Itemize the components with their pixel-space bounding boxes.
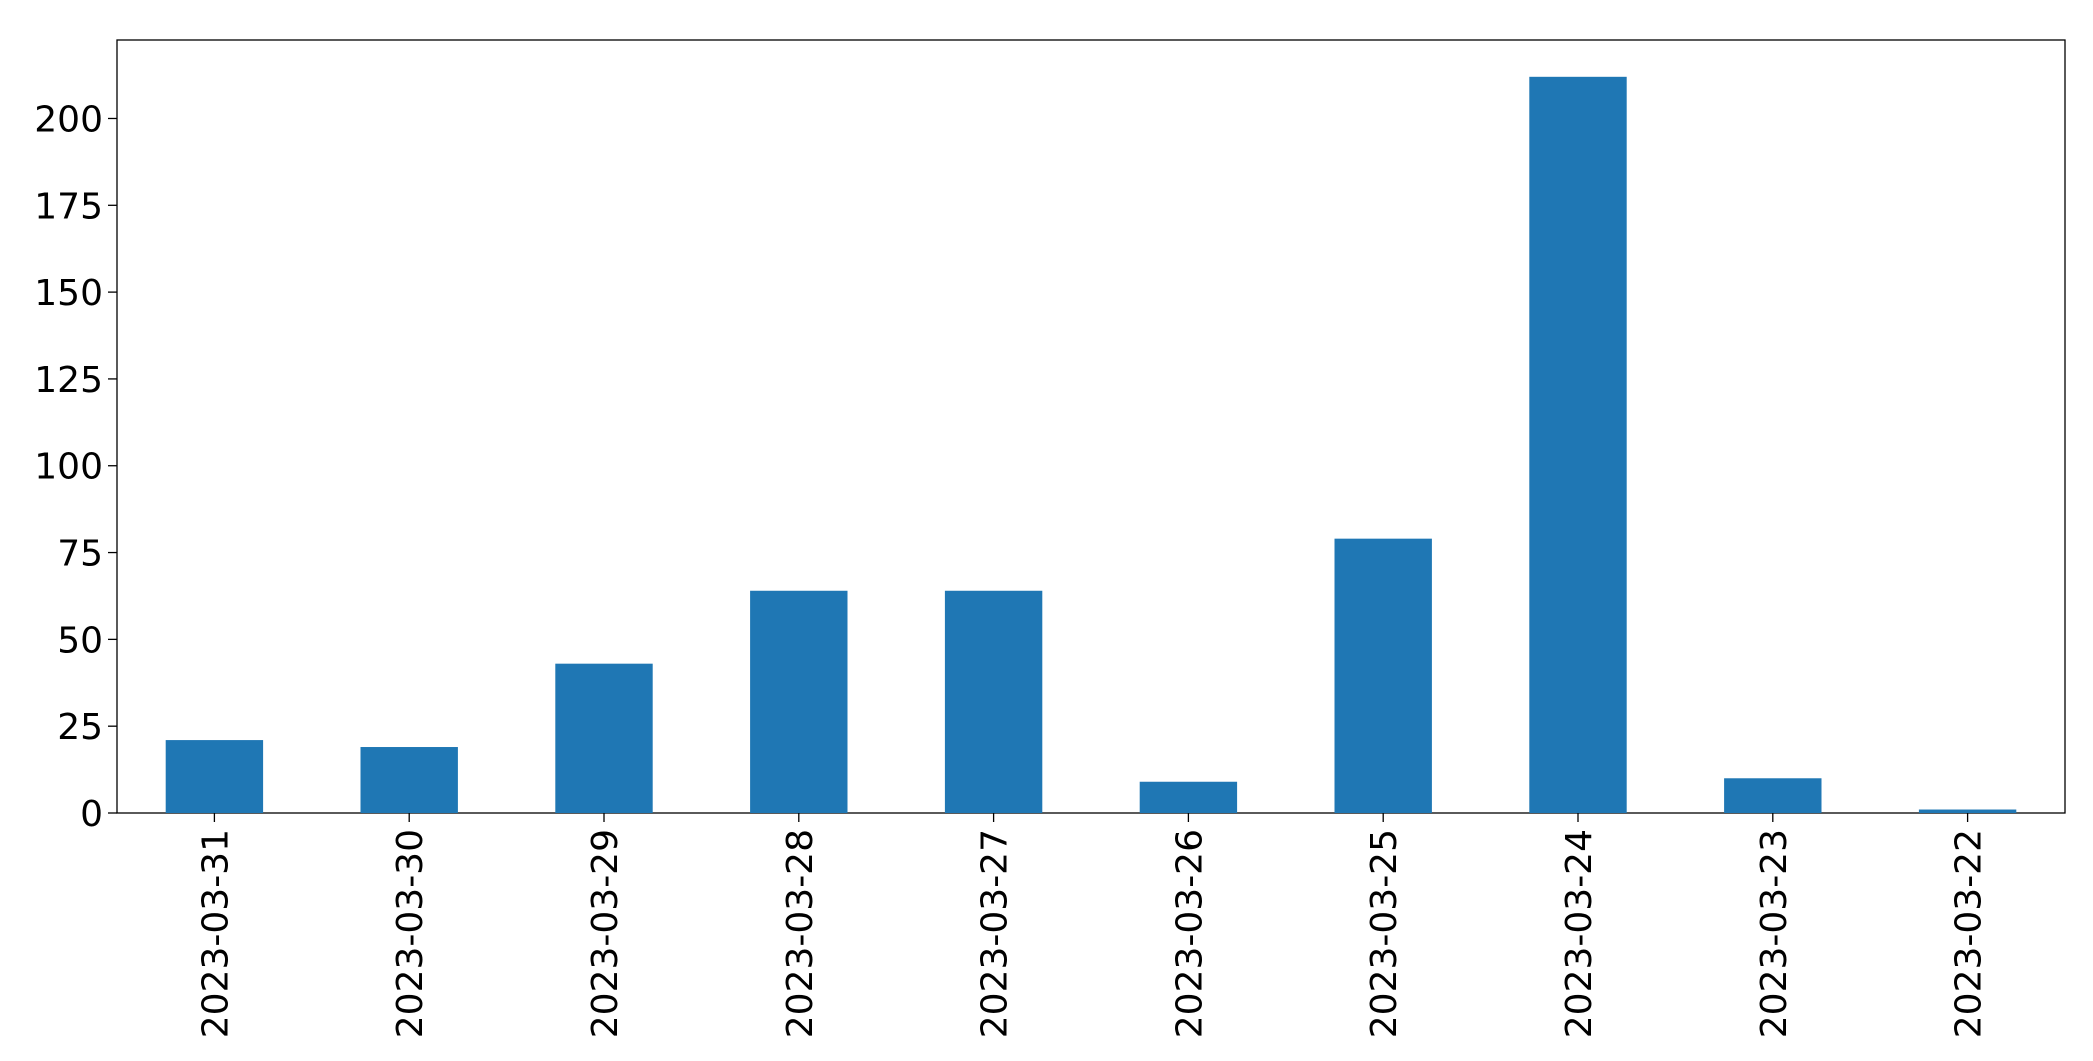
bar [750, 590, 848, 813]
axes-frame [116, 39, 2066, 814]
y-tick-label: 200 [34, 99, 103, 140]
x-tick-label: 2023-03-30 [390, 829, 431, 1038]
bar [1724, 778, 1822, 813]
bar [165, 740, 264, 813]
bar [360, 747, 458, 813]
x-tick-label: 2023-03-29 [585, 829, 626, 1038]
y-tick-label: 75 [57, 534, 103, 575]
y-tick-label: 0 [80, 794, 103, 835]
x-tick-label: 2023-03-24 [1559, 829, 1600, 1038]
bar [944, 590, 1043, 813]
y-tick-label: 150 [34, 273, 103, 314]
x-tick-label: 2023-03-31 [195, 829, 236, 1038]
bar [1529, 76, 1627, 814]
x-tick-label: 2023-03-22 [1949, 829, 1990, 1038]
y-tick-label: 25 [57, 707, 103, 748]
y-tick-label: 125 [34, 360, 103, 401]
x-tick-label: 2023-03-27 [975, 829, 1016, 1038]
x-tick-label: 2023-03-28 [780, 829, 821, 1038]
bar [1139, 781, 1238, 813]
x-tick-label: 2023-03-23 [1754, 829, 1795, 1038]
x-tick-label: 2023-03-25 [1364, 829, 1405, 1038]
bar [1918, 809, 2017, 813]
bar [555, 663, 653, 813]
y-tick-label: 50 [57, 620, 103, 661]
y-tick-label: 175 [34, 186, 103, 227]
y-tick-label: 100 [34, 447, 103, 488]
x-tick-label: 2023-03-26 [1169, 829, 1210, 1038]
bar [1334, 538, 1432, 813]
